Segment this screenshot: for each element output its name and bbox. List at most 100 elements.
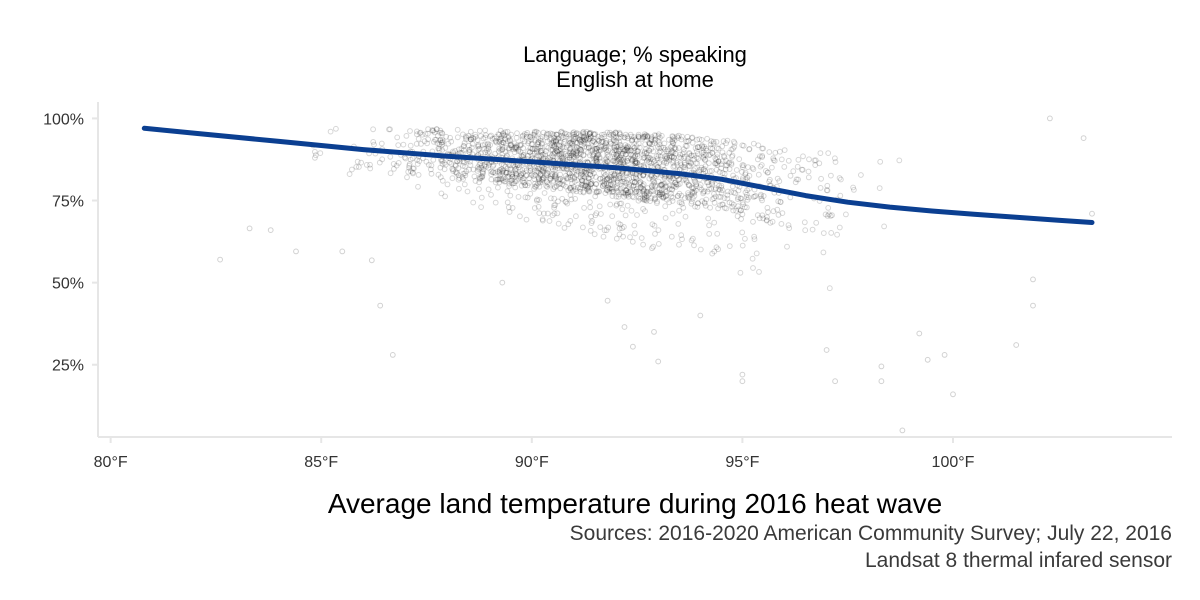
scatter-point	[613, 193, 620, 200]
scatter-point	[578, 177, 585, 184]
scatter-point	[485, 150, 491, 156]
scatter-point	[572, 139, 579, 146]
scatter-point	[655, 190, 661, 196]
scatter-point	[548, 173, 554, 180]
scatter-point	[452, 169, 459, 176]
scatter-point	[641, 150, 648, 157]
scatter-point	[585, 179, 592, 185]
scatter-point	[650, 178, 656, 184]
scatter-point	[518, 172, 524, 179]
scatter-point	[518, 182, 525, 189]
scatter-point	[499, 139, 506, 146]
scatter-point	[627, 188, 634, 195]
scatter-point	[435, 145, 442, 152]
scatter-point	[613, 137, 620, 144]
scatter-point	[387, 153, 394, 160]
scatter-point	[613, 235, 620, 242]
scatter-point	[461, 159, 468, 166]
scatter-point	[663, 154, 670, 161]
scatter-point	[534, 169, 541, 175]
scatter-point	[578, 181, 585, 188]
scatter-point	[609, 182, 615, 189]
scatter-point	[684, 179, 690, 186]
scatter-point	[652, 195, 659, 202]
scatter-point	[656, 159, 663, 166]
scatter-point	[550, 143, 557, 150]
scatter-point	[611, 171, 618, 178]
scatter-point	[553, 148, 560, 155]
scatter-point	[563, 199, 570, 205]
scatter-point	[656, 192, 662, 198]
scatter-point	[548, 195, 554, 202]
scatter-point	[1030, 276, 1036, 283]
scatter-point	[641, 194, 648, 201]
scatter-point	[728, 189, 735, 195]
scatter-point	[437, 174, 444, 181]
scatter-point	[672, 184, 679, 190]
scatter-point	[539, 151, 546, 158]
scatter-point	[628, 133, 635, 140]
scatter-point	[607, 139, 614, 145]
scatter-point	[613, 172, 620, 178]
scatter-point	[601, 227, 608, 234]
scatter-point	[877, 158, 884, 165]
scatter-point	[657, 134, 663, 141]
scatter-point	[543, 143, 550, 150]
scatter-point	[731, 138, 737, 145]
scatter-point	[611, 144, 617, 151]
scatter-point	[439, 130, 446, 137]
scatter-point	[439, 137, 446, 144]
scatter-point	[641, 197, 648, 204]
scatter-point	[553, 147, 559, 154]
scatter-point	[632, 160, 638, 167]
scatter-point	[551, 184, 558, 191]
scatter-point	[472, 178, 479, 184]
scatter-point	[580, 129, 586, 136]
scatter-point	[587, 147, 594, 154]
scatter-point	[509, 173, 516, 180]
scatter-point	[713, 244, 720, 251]
scatter-point	[493, 139, 500, 146]
scatter-point	[492, 179, 499, 186]
scatter-point	[578, 147, 584, 154]
scatter-point	[713, 157, 720, 163]
scatter-point	[603, 180, 610, 187]
scatter-point	[508, 141, 515, 148]
scatter-point	[643, 193, 650, 200]
scatter-point	[663, 183, 670, 190]
scatter-point	[662, 203, 669, 210]
scatter-point	[429, 127, 436, 134]
scatter-point	[597, 147, 604, 154]
scatter-point	[691, 156, 698, 162]
scatter-point	[776, 178, 783, 185]
scatter-point	[527, 190, 534, 197]
scatter-point	[766, 178, 772, 185]
scatter-point	[682, 143, 689, 149]
scatter-point	[611, 172, 618, 178]
scatter-point	[729, 154, 735, 160]
scatter-point	[627, 189, 634, 195]
scatter-point	[476, 162, 483, 168]
scatter-point	[547, 136, 553, 143]
scatter-point	[437, 129, 443, 136]
scatter-point	[610, 179, 617, 186]
scatter-point	[414, 128, 420, 135]
scatter-point	[703, 151, 709, 158]
scatter-point	[425, 136, 432, 143]
scatter-point	[650, 188, 657, 195]
scatter-point	[650, 156, 656, 163]
scatter-point	[698, 166, 704, 173]
scatter-point	[558, 153, 565, 160]
scatter-point	[633, 185, 640, 192]
scatter-point	[557, 171, 563, 178]
scatter-point	[616, 147, 623, 154]
scatter-point	[496, 145, 503, 152]
scatter-point	[681, 146, 687, 153]
scatter-point	[605, 182, 612, 188]
scatter-point	[673, 181, 680, 188]
scatter-point	[547, 154, 553, 161]
scatter-point	[582, 182, 589, 189]
scatter-point	[611, 137, 617, 144]
scatter-point	[562, 130, 568, 137]
scatter-point	[621, 179, 628, 185]
